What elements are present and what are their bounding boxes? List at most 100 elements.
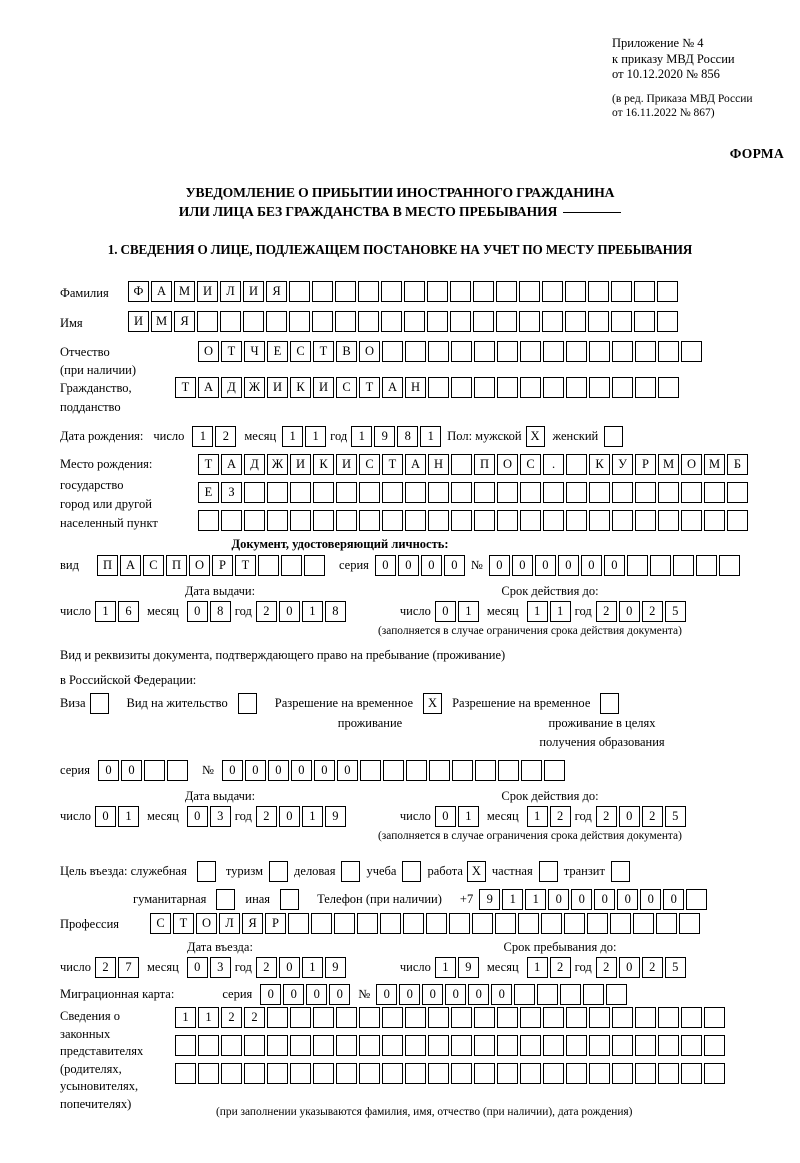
form-cell[interactable]: [542, 281, 563, 302]
form-cell[interactable]: 1: [301, 957, 323, 978]
form-cell[interactable]: [497, 1035, 518, 1056]
form-cell[interactable]: 1: [526, 957, 548, 978]
form-cell[interactable]: [583, 984, 605, 1005]
form-cell[interactable]: 2: [549, 957, 571, 978]
form-cell[interactable]: 2: [255, 601, 277, 622]
form-cell[interactable]: 0: [260, 984, 282, 1005]
form-cell[interactable]: [566, 1007, 587, 1028]
form-cell[interactable]: [681, 1035, 702, 1056]
purpose-humanitarian-checkbox[interactable]: [216, 889, 236, 910]
form-cell[interactable]: Ч: [244, 341, 265, 362]
form-cell[interactable]: [679, 913, 700, 934]
form-cell[interactable]: [311, 913, 332, 934]
form-cell[interactable]: [520, 1063, 541, 1084]
form-cell[interactable]: [357, 913, 378, 934]
form-cell[interactable]: 0: [445, 984, 467, 1005]
form-cell[interactable]: [560, 984, 582, 1005]
form-cell[interactable]: И: [336, 454, 357, 475]
form-cell[interactable]: 2: [595, 806, 617, 827]
form-cell[interactable]: Ф: [128, 281, 149, 302]
residence-permit-checkbox[interactable]: [237, 693, 257, 714]
form-cell[interactable]: [289, 281, 310, 302]
form-cell[interactable]: [520, 482, 541, 503]
form-cell[interactable]: [681, 510, 702, 531]
form-cell[interactable]: [497, 760, 519, 781]
form-cell[interactable]: [175, 1063, 196, 1084]
form-cell[interactable]: А: [405, 454, 426, 475]
form-cell[interactable]: [497, 341, 518, 362]
form-cell[interactable]: [474, 482, 495, 503]
form-cell[interactable]: [588, 281, 609, 302]
form-cell[interactable]: У: [612, 454, 633, 475]
form-cell[interactable]: [672, 555, 694, 576]
form-cell[interactable]: А: [119, 555, 141, 576]
form-cell[interactable]: [451, 377, 472, 398]
form-cell[interactable]: [704, 510, 725, 531]
form-cell[interactable]: 0: [397, 555, 419, 576]
form-cell[interactable]: О: [497, 454, 518, 475]
form-cell[interactable]: [565, 311, 586, 332]
form-cell[interactable]: [451, 1035, 472, 1056]
form-cell[interactable]: [612, 1035, 633, 1056]
form-cell[interactable]: [634, 311, 655, 332]
form-cell[interactable]: [634, 281, 655, 302]
form-cell[interactable]: [565, 281, 586, 302]
birth-place-row-3[interactable]: [198, 510, 748, 531]
form-cell[interactable]: О: [359, 341, 380, 362]
form-cell[interactable]: Т: [313, 341, 334, 362]
form-cell[interactable]: 1: [457, 806, 479, 827]
form-cell[interactable]: [428, 760, 450, 781]
form-cell[interactable]: [451, 1063, 472, 1084]
form-cell[interactable]: [658, 1035, 679, 1056]
form-cell[interactable]: 0: [422, 984, 444, 1005]
form-cell[interactable]: [633, 913, 654, 934]
form-cell[interactable]: [451, 510, 472, 531]
representatives-row-2[interactable]: [175, 1035, 725, 1056]
form-cell[interactable]: [635, 510, 656, 531]
form-cell[interactable]: 0: [306, 984, 328, 1005]
form-cell[interactable]: О: [681, 454, 702, 475]
form-cell[interactable]: 0: [640, 889, 662, 910]
form-cell[interactable]: [589, 482, 610, 503]
form-cell[interactable]: [543, 341, 564, 362]
form-cell[interactable]: [566, 1035, 587, 1056]
purpose-work-checkbox[interactable]: Х: [466, 861, 486, 882]
purpose-transit-checkbox[interactable]: [610, 861, 630, 882]
form-cell[interactable]: М: [658, 454, 679, 475]
form-cell[interactable]: [587, 913, 608, 934]
form-cell[interactable]: [612, 510, 633, 531]
form-cell[interactable]: [198, 510, 219, 531]
form-cell[interactable]: И: [243, 281, 264, 302]
form-cell[interactable]: [405, 1035, 426, 1056]
form-cell[interactable]: 0: [534, 555, 556, 576]
form-cell[interactable]: З: [221, 482, 242, 503]
form-cell[interactable]: 6: [118, 601, 140, 622]
form-cell[interactable]: 0: [97, 760, 119, 781]
form-cell[interactable]: [474, 1007, 495, 1028]
form-cell[interactable]: [380, 913, 401, 934]
form-cell[interactable]: [543, 1007, 564, 1028]
form-cell[interactable]: [474, 341, 495, 362]
form-cell[interactable]: [404, 311, 425, 332]
form-cell[interactable]: 0: [376, 984, 398, 1005]
form-cell[interactable]: [290, 482, 311, 503]
form-cell[interactable]: [428, 482, 449, 503]
form-cell[interactable]: [381, 281, 402, 302]
form-cell[interactable]: 0: [443, 555, 465, 576]
form-cell[interactable]: [381, 311, 402, 332]
form-cell[interactable]: [335, 281, 356, 302]
form-cell[interactable]: 2: [641, 806, 663, 827]
form-cell[interactable]: [542, 311, 563, 332]
form-cell[interactable]: 0: [663, 889, 685, 910]
